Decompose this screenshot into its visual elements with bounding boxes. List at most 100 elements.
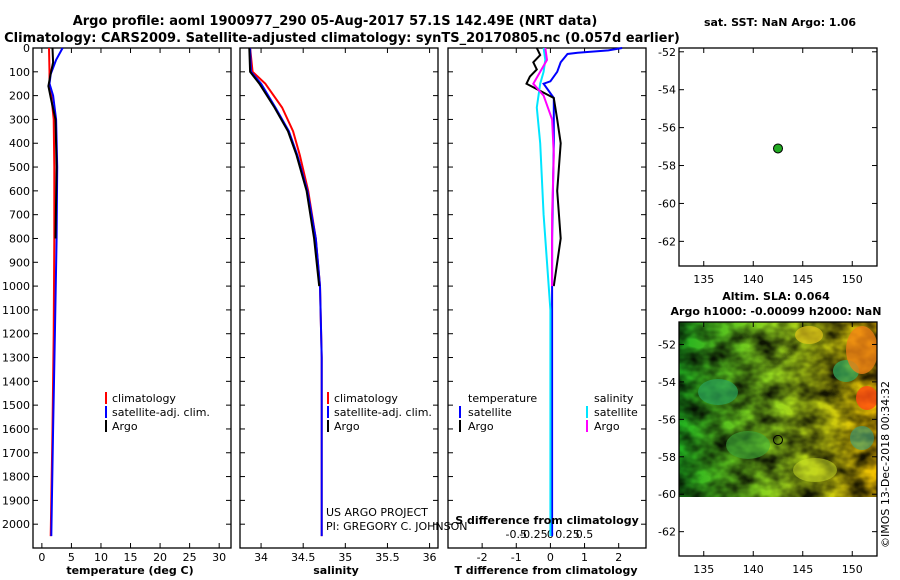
legend-label-t-satellite: satellite: [468, 406, 512, 419]
x-tick-label: 140: [743, 273, 764, 286]
y-tick-label: 100: [9, 66, 30, 79]
y-tick-label: 0: [23, 42, 30, 55]
x-tick-label: 150: [842, 563, 863, 576]
legend-label-satellite: satellite-adj. clim.: [334, 406, 432, 419]
x-tick-label: -1: [511, 551, 522, 564]
x-tick-label: 0: [38, 551, 45, 564]
x-tick-label: 35: [338, 551, 352, 564]
series-line-s-argo: [532, 47, 555, 287]
sla-map-frame: [678, 321, 878, 557]
s-tick-label: 0.5: [576, 528, 594, 541]
sla-map-title: Altim. SLA: 0.064: [722, 290, 830, 303]
y-tick-label: 1400: [2, 375, 30, 388]
legend-label-climatology: climatology: [112, 392, 176, 405]
x-tick-label: 2: [615, 551, 622, 564]
y-tick-label: 1000: [2, 280, 30, 293]
x-tick-label: 140: [743, 563, 764, 576]
legend-label-t-argo: Argo: [468, 420, 494, 433]
y-tick-label: 1500: [2, 399, 30, 412]
x-tick-label: 15: [124, 551, 138, 564]
y-tick-label: -60: [658, 488, 676, 501]
y-tick-label: 1100: [2, 304, 30, 317]
series-line-climatology: [249, 47, 323, 537]
argo-location-marker: [773, 434, 783, 445]
y-tick-label: 2000: [2, 518, 30, 531]
difference-x-label: T difference from climatology: [454, 564, 637, 577]
x-tick-label: 1: [581, 551, 588, 564]
y-tick-label: 600: [9, 185, 30, 198]
legend-label-argo: Argo: [334, 420, 360, 433]
pi-credit: PI: GREGORY C. JOHNSON: [326, 520, 467, 533]
x-tick-label: 135: [693, 563, 714, 576]
x-tick-label: -2: [477, 551, 488, 564]
x-tick-label: 20: [153, 551, 167, 564]
y-tick-label: -58: [658, 160, 676, 173]
y-tick-label: 1600: [2, 423, 30, 436]
y-tick-label: 500: [9, 161, 30, 174]
difference-panel-frame: [447, 47, 647, 549]
series-line-satellite-adj-clim-: [249, 47, 323, 537]
y-tick-label: -62: [658, 235, 676, 248]
x-tick-label: 34.5: [291, 551, 316, 564]
sla-map-subtitle: Argo h1000: -0.00099 h2000: NaN: [671, 305, 882, 318]
y-tick-label: 300: [9, 113, 30, 126]
y-tick-label: 200: [9, 90, 30, 103]
x-tick-label: 145: [792, 563, 813, 576]
legend-label-climatology: climatology: [334, 392, 398, 405]
series-line-t-satellite: [542, 47, 623, 537]
y-tick-label: -52: [658, 46, 676, 59]
difference-x-label-top: S difference from climatology: [455, 514, 639, 527]
y-tick-label: -60: [658, 197, 676, 210]
legend-label-argo: Argo: [112, 420, 138, 433]
x-tick-label: 10: [94, 551, 108, 564]
temperature-panel-frame: [32, 47, 232, 549]
sla-heatmap: [679, 322, 877, 497]
x-tick-label: 145: [792, 273, 813, 286]
x-tick-label: 30: [212, 551, 226, 564]
temperature-x-label: temperature (deg C): [66, 564, 193, 577]
salinity-legend: climatology satellite-adj. clim. Argo: [327, 392, 432, 433]
imos-timestamp: ©IMOS 13-Dec-2018 00:34:32: [879, 381, 892, 548]
y-tick-label: -62: [658, 526, 676, 539]
legend-title-salinity: salinity: [594, 392, 634, 405]
legend-label-s-satellite: satellite: [594, 406, 638, 419]
x-tick-label: 35.5: [375, 551, 400, 564]
y-tick-label: -56: [658, 122, 676, 135]
y-tick-label: 1800: [2, 471, 30, 484]
y-tick-label: 1300: [2, 352, 30, 365]
legend-label-satellite: satellite-adj. clim.: [112, 406, 210, 419]
y-tick-label: -52: [658, 338, 676, 351]
x-tick-label: 36: [423, 551, 437, 564]
y-tick-label: 700: [9, 209, 30, 222]
series-line-argo: [248, 47, 321, 287]
x-tick-label: 34: [254, 551, 268, 564]
series-line-argo: [47, 47, 58, 239]
y-tick-label: -54: [658, 376, 676, 389]
legend-title-temperature: temperature: [468, 392, 537, 405]
y-tick-label: -58: [658, 451, 676, 464]
x-tick-label: 5: [68, 551, 75, 564]
difference-legend: temperature satellite Argo salinity sate…: [459, 392, 638, 433]
y-tick-label: 400: [9, 137, 30, 150]
y-tick-label: -56: [658, 413, 676, 426]
title-line-2: Climatology: CARS2009. Satellite-adjuste…: [4, 31, 680, 46]
x-tick-label: 0: [547, 551, 554, 564]
series-line-s-satellite: [535, 47, 552, 537]
y-tick-label: 1700: [2, 447, 30, 460]
y-tick-label: -54: [658, 84, 676, 97]
x-tick-label: 25: [183, 551, 197, 564]
legend-label-s-argo: Argo: [594, 420, 620, 433]
s-tick-label: -0.5: [506, 528, 527, 541]
title-line-1: Argo profile: aoml 1900977_290 05-Aug-20…: [73, 14, 598, 29]
argo-location-marker: [773, 143, 783, 154]
x-tick-label: 135: [693, 273, 714, 286]
location-map-title: sat. SST: NaN Argo: 1.06: [704, 16, 856, 29]
s-tick-label: -0.25: [519, 528, 547, 541]
temperature-legend: climatology satellite-adj. clim. Argo: [105, 392, 210, 433]
y-tick-label: 900: [9, 256, 30, 269]
s-tick-label: 0.25: [555, 528, 580, 541]
y-tick-label: 800: [9, 232, 30, 245]
y-tick-label: 1900: [2, 494, 30, 507]
location-map-frame: [678, 47, 878, 267]
